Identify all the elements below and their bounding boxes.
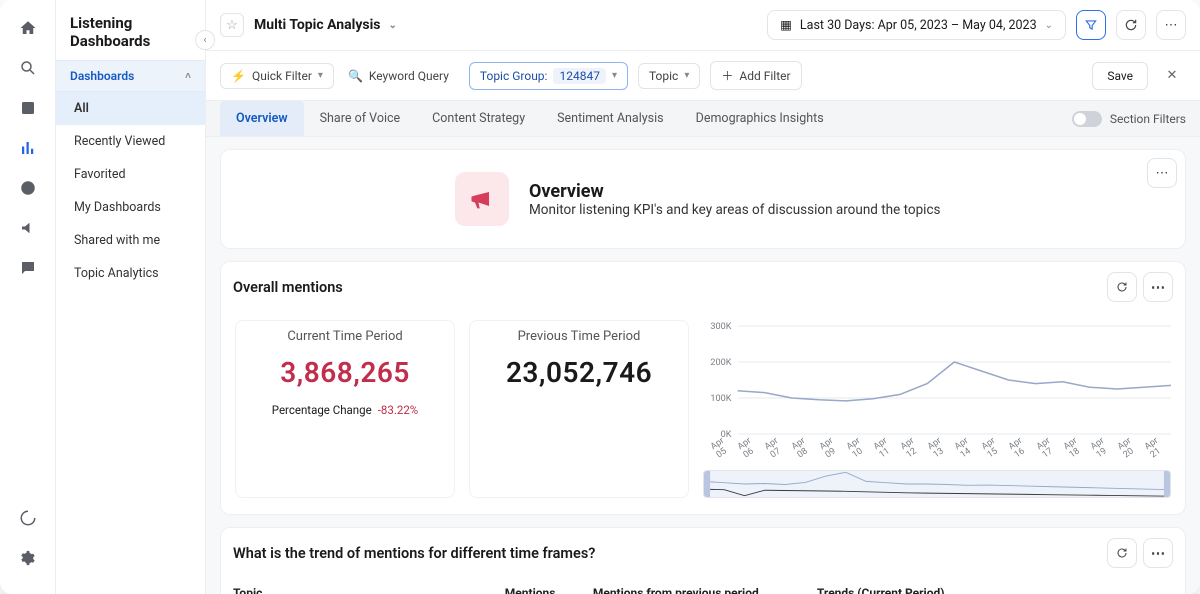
filter-row: ⚡Quick Filter▾ 🔍Keyword Query Topic Grou… <box>206 51 1200 101</box>
content-scroll[interactable]: ⋯ Overview Monitor listening KPI's and k… <box>206 137 1200 594</box>
sidebar-item-my-dashboards[interactable]: My Dashboards <box>56 191 205 224</box>
search-icon: 🔍 <box>348 69 363 83</box>
table-header <box>984 578 1085 594</box>
favorite-star-button[interactable]: ☆ <box>220 13 244 37</box>
bolt-icon: ⚡ <box>231 69 246 83</box>
sidebar: Listening Dashboards Dashboards ˄ AllRec… <box>56 0 206 594</box>
chevron-down-icon: ⌄ <box>388 20 396 31</box>
sidebar-section-dashboards[interactable]: Dashboards ˄ <box>56 60 205 92</box>
section-filters-toggle[interactable]: Section Filters <box>1072 111 1186 127</box>
sidebar-item-topic-analytics[interactable]: Topic Analytics <box>56 257 205 290</box>
main: ☆ Multi Topic Analysis ⌄ ▦ Last 30 Days:… <box>206 0 1200 594</box>
chevron-up-icon: ˄ <box>185 71 191 82</box>
metric-current-value: 3,868,265 <box>242 356 448 389</box>
topic-group-chip[interactable]: Topic Group: 124847 ▾ <box>469 62 628 90</box>
speaker-icon[interactable] <box>12 212 44 244</box>
more-button[interactable]: ⋯ <box>1156 10 1186 40</box>
topic-group-key: Topic Group: <box>480 69 548 83</box>
home-icon[interactable] <box>12 12 44 44</box>
book-icon[interactable] <box>12 92 44 124</box>
svg-text:100K: 100K <box>710 394 731 404</box>
date-range-label: Last 30 Days: Apr 05, 2023 – May 04, 202… <box>800 18 1037 33</box>
megaphone-icon <box>455 172 509 226</box>
pct-change-value: -83.22% <box>378 403 419 417</box>
search-icon[interactable] <box>12 52 44 84</box>
topbar: ☆ Multi Topic Analysis ⌄ ▦ Last 30 Days:… <box>206 0 1200 51</box>
topic-group-value: 124847 <box>553 68 605 84</box>
tab-demographics-insights[interactable]: Demographics Insights <box>680 101 840 136</box>
page-title-dropdown[interactable]: Multi Topic Analysis ⌄ <box>254 17 397 33</box>
card-more-button[interactable]: ⋯ <box>1143 272 1173 302</box>
sidebar-collapse-button[interactable]: ‹ <box>195 30 215 50</box>
tab-content-strategy[interactable]: Content Strategy <box>416 101 541 136</box>
overview-card: ⋯ Overview Monitor listening KPI's and k… <box>220 149 1186 249</box>
tab-share-of-voice[interactable]: Share of Voice <box>304 101 417 136</box>
spinner-icon[interactable] <box>12 502 44 534</box>
sidebar-item-all[interactable]: All <box>56 92 205 125</box>
trend-table: TopicMentionsMentions from previous peri… <box>221 578 1185 594</box>
quick-filter-label: Quick Filter <box>252 69 312 83</box>
chart-brush[interactable] <box>703 470 1171 498</box>
plus-icon: ＋ <box>721 67 733 84</box>
sidebar-item-shared-with-me[interactable]: Shared with me <box>56 224 205 257</box>
trend-card: What is the trend of mentions for differ… <box>220 527 1186 594</box>
sidebar-item-favorited[interactable]: Favorited <box>56 158 205 191</box>
add-filter-label: Add Filter <box>739 69 790 83</box>
mentions-line-chart: 300K200K100K0K Apr 05Apr 06Apr 07Apr 08A… <box>703 320 1171 498</box>
sidebar-section-label: Dashboards <box>70 69 134 83</box>
metric-previous-label: Previous Time Period <box>476 329 682 344</box>
svg-text:300K: 300K <box>710 322 731 332</box>
tab-overview[interactable]: Overview <box>220 101 304 136</box>
gear-icon[interactable] <box>12 542 44 574</box>
overall-title: Overall mentions <box>233 279 343 296</box>
table-header: Trends (Current Period) <box>805 578 984 594</box>
close-filters-button[interactable]: ✕ <box>1158 62 1186 90</box>
keyword-query-label: Keyword Query <box>369 69 449 83</box>
card-more-button[interactable]: ⋯ <box>1143 538 1173 568</box>
metric-previous: Previous Time Period 23,052,746 <box>469 320 689 498</box>
quick-filter-chip[interactable]: ⚡Quick Filter▾ <box>220 63 334 89</box>
overall-mentions-card: Overall mentions ⋯ Current Time Period 3… <box>220 261 1186 515</box>
trend-title: What is the trend of mentions for differ… <box>233 545 595 562</box>
section-filters-label: Section Filters <box>1110 112 1186 126</box>
message-icon[interactable] <box>12 252 44 284</box>
table-header: Mentions from previous period <box>581 578 805 594</box>
metric-previous-value: 23,052,746 <box>476 356 682 389</box>
table-header: Topic <box>221 578 493 594</box>
card-refresh-button[interactable] <box>1107 538 1137 568</box>
tab-sentiment-analysis[interactable]: Sentiment Analysis <box>541 101 680 136</box>
pct-change-label: Percentage Change <box>272 403 372 417</box>
metric-current-label: Current Time Period <box>242 329 448 344</box>
sidebar-item-recently-viewed[interactable]: Recently Viewed <box>56 125 205 158</box>
overview-subtitle: Monitor listening KPI's and key areas of… <box>529 202 940 218</box>
overview-title: Overview <box>529 181 940 202</box>
topic-label: Topic <box>649 69 678 83</box>
keyword-query-chip[interactable]: 🔍 Keyword Query <box>344 64 459 88</box>
metric-current: Current Time Period 3,868,265 Percentage… <box>235 320 455 498</box>
refresh-button[interactable] <box>1116 10 1146 40</box>
add-filter-button[interactable]: ＋ Add Filter <box>710 61 801 90</box>
topic-chip[interactable]: Topic▾ <box>638 63 700 89</box>
filter-button[interactable] <box>1076 10 1106 40</box>
nav-rail <box>0 0 56 594</box>
section-tabs: OverviewShare of VoiceContent StrategySe… <box>206 101 1200 137</box>
table-header <box>1084 578 1185 594</box>
table-header: Mentions <box>493 578 581 594</box>
chevron-down-icon: ⌄ <box>1045 20 1053 31</box>
page-title: Multi Topic Analysis <box>254 17 380 33</box>
sidebar-title: Listening Dashboards <box>56 0 205 60</box>
svg-text:200K: 200K <box>710 358 731 368</box>
card-refresh-button[interactable] <box>1107 272 1137 302</box>
toggle-icon[interactable] <box>1072 111 1102 127</box>
save-button[interactable]: Save <box>1092 62 1148 90</box>
activity-icon[interactable] <box>12 172 44 204</box>
card-more-button[interactable]: ⋯ <box>1147 158 1177 188</box>
date-range-picker[interactable]: ▦ Last 30 Days: Apr 05, 2023 – May 04, 2… <box>767 10 1066 40</box>
calendar-icon: ▦ <box>780 17 792 33</box>
chart-icon[interactable] <box>12 132 44 164</box>
